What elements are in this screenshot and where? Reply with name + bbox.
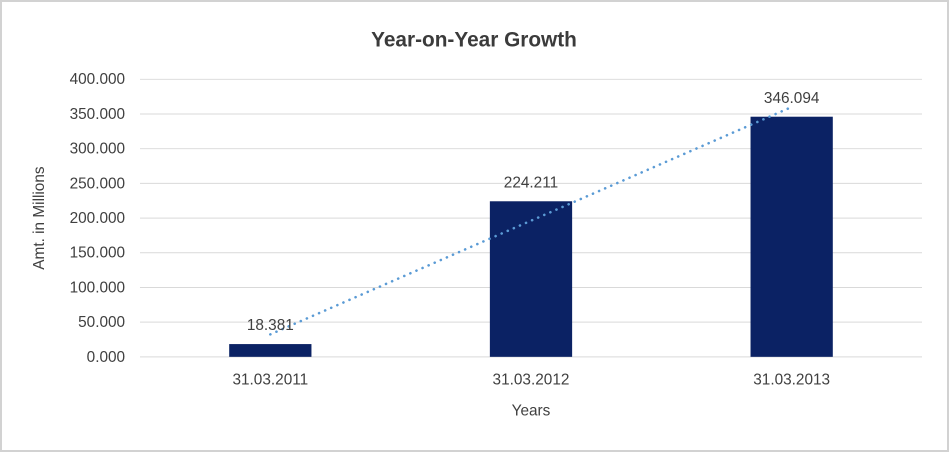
- data-label: 346.094: [764, 90, 820, 107]
- y-axis-title: Amt. in Millions: [31, 166, 48, 270]
- x-category-label: 31.03.2013: [753, 372, 830, 389]
- x-axis-title: Years: [512, 402, 551, 419]
- y-tick-label: 400.000: [70, 71, 126, 88]
- x-category-label: 31.03.2012: [493, 372, 570, 389]
- chart-title: Year-on-Year Growth: [371, 29, 577, 52]
- y-tick-label: 100.000: [70, 279, 126, 296]
- data-label: 224.211: [504, 174, 558, 191]
- bar: [750, 116, 833, 357]
- y-tick-label: 50.000: [78, 314, 125, 331]
- y-tick-label: 0.000: [87, 349, 125, 366]
- data-label: 18.381: [247, 317, 294, 334]
- bar: [489, 201, 573, 357]
- data-labels: 18.381 224.211 346.094: [247, 90, 820, 334]
- y-tick-label: 300.000: [70, 141, 126, 158]
- y-axis-tick-labels: 0.000 50.000 100.000 150.000 200.000 250.000 3…: [70, 71, 126, 366]
- y-tick-label: 150.000: [70, 245, 126, 262]
- x-category-label: 31.03.2011: [232, 372, 308, 389]
- trendline: [269, 105, 793, 336]
- y-tick-label: 200.000: [70, 210, 126, 227]
- bar: [229, 344, 312, 357]
- bar-series: [229, 116, 833, 357]
- x-axis-category-labels: 31.03.2011 31.03.2012 31.03.2013: [232, 372, 830, 389]
- y-tick-label: 350.000: [70, 106, 126, 123]
- y-tick-label: 250.000: [70, 175, 126, 192]
- trendline-group: [269, 105, 793, 336]
